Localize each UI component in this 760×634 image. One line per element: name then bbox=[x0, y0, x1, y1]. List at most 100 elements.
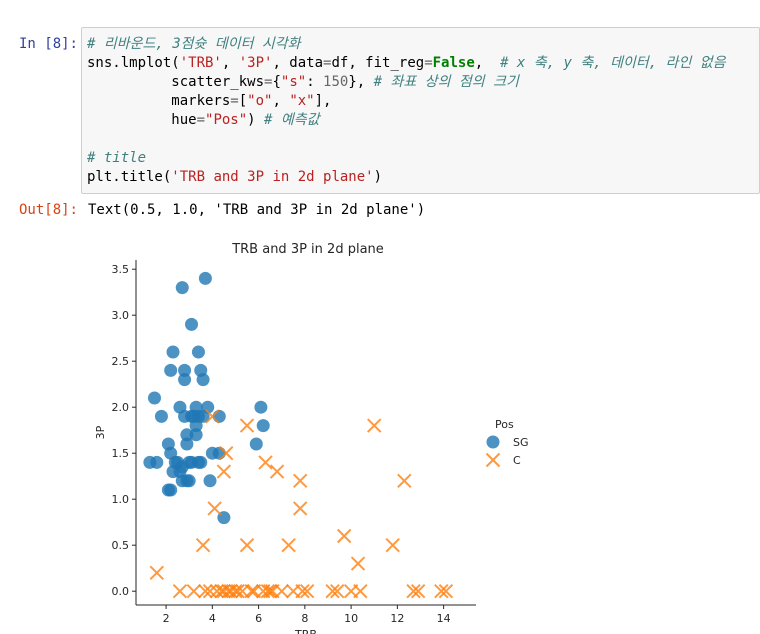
code-token: # 좌표 상의 점의 크기 bbox=[373, 74, 519, 90]
code-token: False bbox=[432, 55, 475, 71]
y-axis-label: 3P bbox=[94, 425, 107, 439]
code-token: = bbox=[230, 93, 239, 109]
x-tick-label: 6 bbox=[255, 612, 262, 625]
code-line: # 리바운드, 3점슛 데이터 시각화 bbox=[87, 35, 726, 54]
legend-label: SG bbox=[513, 436, 529, 449]
code-token: = bbox=[196, 112, 206, 128]
data-point-c bbox=[262, 583, 278, 599]
data-point-sg bbox=[166, 345, 180, 359]
data-point-sg bbox=[254, 400, 268, 414]
data-point-c bbox=[295, 583, 310, 599]
data-point-sg bbox=[178, 373, 192, 387]
x-axis-label: TRB bbox=[294, 628, 317, 634]
y-tick-label: 3.5 bbox=[112, 263, 130, 276]
data-point-c bbox=[260, 583, 276, 599]
data-point-sg bbox=[203, 474, 217, 488]
y-tick-label: 2.5 bbox=[112, 355, 130, 368]
code-token: sns.lmplot( bbox=[87, 55, 180, 71]
data-point-c bbox=[410, 583, 426, 599]
code-token: , bbox=[272, 93, 290, 109]
code-token: ) bbox=[247, 112, 265, 128]
y-tick-label: 1.0 bbox=[112, 493, 130, 506]
code-line: sns.lmplot('TRB', '3P', data=df, fit_reg… bbox=[87, 54, 726, 73]
x-tick-label: 10 bbox=[344, 612, 358, 625]
data-point-sg bbox=[249, 437, 263, 451]
y-tick-label: 3.0 bbox=[112, 309, 130, 322]
data-point-sg bbox=[198, 271, 212, 285]
data-point-c bbox=[149, 565, 165, 581]
data-point-sg bbox=[196, 373, 210, 387]
x-tick-label: 4 bbox=[209, 612, 216, 625]
data-point-sg bbox=[201, 400, 215, 414]
data-point-c bbox=[274, 583, 289, 599]
data-point-c bbox=[207, 501, 222, 516]
code-token: "x" bbox=[289, 93, 315, 109]
code-token: , bbox=[474, 55, 501, 71]
data-point-c bbox=[269, 464, 285, 479]
data-point-c bbox=[350, 556, 366, 571]
code-token: scatter_kws bbox=[87, 74, 265, 90]
x-tick-label: 2 bbox=[163, 612, 170, 625]
data-point-c bbox=[367, 418, 382, 433]
data-point-sg bbox=[148, 391, 162, 405]
x-tick-label: 12 bbox=[390, 612, 404, 625]
data-point-c bbox=[293, 501, 308, 516]
code-token: : bbox=[306, 74, 324, 90]
data-point-c bbox=[198, 583, 213, 599]
data-point-c bbox=[397, 473, 412, 489]
data-point-c bbox=[239, 418, 255, 433]
code-lines[interactable]: # 리바운드, 3점슛 데이터 시각화 sns.lmplot('TRB', '3P… bbox=[87, 35, 726, 187]
x-tick-label: 8 bbox=[301, 612, 308, 625]
code-line: markers=["o", "x"], bbox=[87, 92, 726, 111]
code-line: # title bbox=[87, 149, 726, 168]
y-tick-label: 0.5 bbox=[112, 539, 130, 552]
data-point-c bbox=[228, 583, 243, 599]
code-token: , bbox=[221, 55, 239, 71]
data-point-c bbox=[325, 583, 340, 599]
data-point-c bbox=[205, 409, 220, 424]
data-point-c bbox=[218, 445, 234, 461]
x-tick-label: 14 bbox=[437, 612, 451, 625]
data-point-sg bbox=[185, 455, 199, 469]
data-point-c bbox=[281, 537, 296, 553]
data-point-c bbox=[216, 464, 232, 479]
legend-marker-c bbox=[485, 452, 501, 468]
data-point-c bbox=[172, 583, 188, 599]
data-point-c bbox=[353, 583, 368, 599]
code-token: 150 bbox=[323, 74, 349, 90]
data-point-sg bbox=[189, 428, 203, 442]
code-token: [ bbox=[238, 93, 248, 109]
code-token: 'TRB and 3P in 2d plane' bbox=[171, 169, 374, 185]
legend-marker-sg bbox=[486, 435, 500, 449]
data-point-c bbox=[230, 583, 245, 599]
y-tick-label: 1.5 bbox=[112, 447, 130, 460]
data-point-c bbox=[293, 473, 308, 489]
code-token: "o" bbox=[247, 93, 273, 109]
data-point-c bbox=[438, 583, 454, 599]
code-token: = bbox=[424, 55, 433, 71]
data-point-sg bbox=[185, 317, 199, 331]
code-token: df, fit_reg bbox=[331, 55, 425, 71]
data-point-c bbox=[216, 583, 232, 599]
code-token: # x 축, y 축, 데이터, 라인 없음 bbox=[500, 55, 726, 71]
data-point-c bbox=[239, 537, 255, 553]
data-point-sg bbox=[164, 363, 178, 377]
data-point-c bbox=[299, 583, 315, 599]
data-point-c bbox=[209, 583, 225, 599]
code-token: '3P' bbox=[238, 55, 273, 71]
code-cell-editor[interactable]: # 리바운드, 3점슛 데이터 시각화 sns.lmplot('TRB', '3P… bbox=[81, 27, 760, 194]
code-token: plt.title( bbox=[87, 169, 172, 185]
data-point-c bbox=[202, 583, 218, 599]
data-point-sg bbox=[191, 345, 205, 359]
data-point-sg bbox=[180, 428, 194, 442]
data-point-c bbox=[336, 528, 352, 544]
data-point-c bbox=[330, 583, 345, 599]
code-token: "Pos" bbox=[205, 112, 248, 128]
data-point-c bbox=[195, 537, 211, 553]
data-point-sg bbox=[150, 455, 164, 469]
code-token: ) bbox=[373, 169, 383, 185]
data-point-c bbox=[385, 537, 400, 553]
data-point-sg bbox=[178, 363, 192, 377]
code-token: hue bbox=[87, 112, 197, 128]
